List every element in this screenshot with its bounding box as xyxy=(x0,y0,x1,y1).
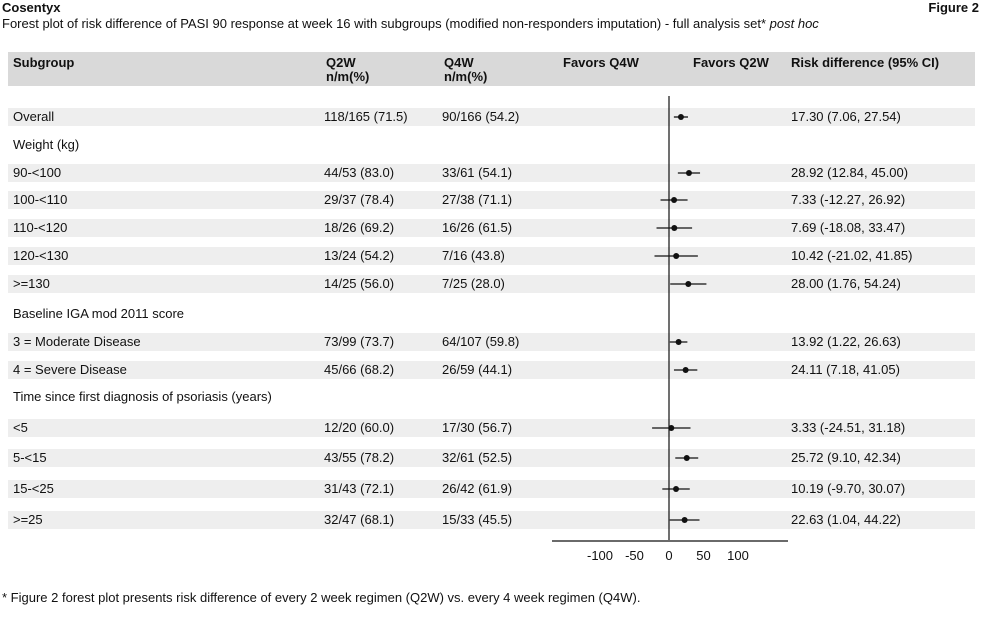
point-estimate xyxy=(673,486,680,492)
point-estimate xyxy=(673,253,680,259)
row-ci-text: 28.92 (12.84, 45.00) xyxy=(791,165,909,180)
row-ci-text: 28.00 (1.76, 54.24) xyxy=(791,276,901,291)
row-stripe xyxy=(8,247,975,265)
row-q4w-value: 64/107 (59.8) xyxy=(442,334,520,349)
row-label: >=130 xyxy=(13,276,50,291)
col-header-q4w: Q4W n/m(%) xyxy=(444,56,487,84)
row-label: 90-<100 xyxy=(13,165,62,180)
row-stripe xyxy=(8,219,975,237)
row-ci-text: 10.19 (-9.70, 30.07) xyxy=(791,481,906,496)
point-estimate xyxy=(685,170,692,176)
row-q4w-value: 27/38 (71.1) xyxy=(442,192,513,207)
point-estimate xyxy=(671,197,678,203)
row-label: >=25 xyxy=(13,512,43,527)
col-header-q4w-sub: n/m(%) xyxy=(444,69,488,84)
row-ci-text: 3.33 (-24.51, 31.18) xyxy=(791,420,906,435)
point-estimate xyxy=(685,281,692,287)
row-label: <5 xyxy=(13,420,28,435)
row-q2w-value: 43/55 (78.2) xyxy=(324,450,395,465)
footnote: * Figure 2 forest plot presents risk dif… xyxy=(2,590,641,605)
row-q2w-value: 12/20 (60.0) xyxy=(324,420,395,435)
row-label: 110-<120 xyxy=(13,220,68,235)
x-tick-label: -50 xyxy=(625,548,644,563)
x-tick-label: 100 xyxy=(727,548,749,563)
chart-title-suffix: post hoc xyxy=(769,16,819,31)
row-q2w-value: 118/165 (71.5) xyxy=(324,109,408,124)
row-label: Overall xyxy=(13,109,55,124)
row-stripe xyxy=(8,164,975,182)
row-stripe xyxy=(8,361,975,379)
row-q4w-value: 15/33 (45.5) xyxy=(442,512,513,527)
row-ci-text: 24.11 (7.18, 41.05) xyxy=(791,362,900,377)
point-estimate xyxy=(682,367,689,373)
chart-title: Forest plot of risk difference of PASI 9… xyxy=(2,16,819,31)
row-q4w-value: 7/16 (43.8) xyxy=(442,248,505,263)
row-q2w-value: 32/47 (68.1) xyxy=(324,512,395,527)
row-label: 3 = Moderate Disease xyxy=(13,334,141,349)
col-header-favors-q4w: Favors Q4W xyxy=(563,55,639,70)
col-header-favors-q2w: Favors Q2W xyxy=(693,55,769,70)
row-label: Baseline IGA mod 2011 score xyxy=(13,306,185,321)
row-stripe xyxy=(8,480,975,498)
row-label: 15-<25 xyxy=(13,481,54,496)
row-q2w-value: 31/43 (72.1) xyxy=(324,481,395,496)
row-q4w-value: 16/26 (61.5) xyxy=(442,220,513,235)
row-q2w-value: 29/37 (78.4) xyxy=(324,192,395,207)
row-ci-text: 22.63 (1.04, 44.22) xyxy=(791,512,901,527)
row-q4w-value: 26/42 (61.9) xyxy=(442,481,513,496)
row-q2w-value: 13/24 (54.2) xyxy=(324,248,395,263)
point-estimate xyxy=(683,455,690,461)
row-stripe xyxy=(8,191,975,209)
row-label: Weight (kg) xyxy=(13,137,80,152)
x-tick-label: 50 xyxy=(696,548,710,563)
row-q4w-value: 32/61 (52.5) xyxy=(442,450,513,465)
row-ci-text: 25.72 (9.10, 42.34) xyxy=(791,450,901,465)
row-stripe xyxy=(8,419,975,437)
row-label: 120-<130 xyxy=(13,248,69,263)
row-label: 100-<110 xyxy=(13,192,68,207)
column-header-bar xyxy=(8,52,975,86)
col-header-q2w: Q2W n/m(%) xyxy=(326,56,369,84)
row-stripe xyxy=(8,511,975,529)
row-q2w-value: 45/66 (68.2) xyxy=(324,362,395,377)
row-q2w-value: 44/53 (83.0) xyxy=(324,165,395,180)
point-estimate xyxy=(675,339,682,345)
row-stripe xyxy=(8,108,975,126)
row-ci-text: 10.42 (-21.02, 41.85) xyxy=(791,248,913,263)
row-q2w-value: 14/25 (56.0) xyxy=(324,276,395,291)
row-label: 5-<15 xyxy=(13,450,47,465)
row-q2w-value: 18/26 (69.2) xyxy=(324,220,395,235)
x-tick-label: -100 xyxy=(587,548,613,563)
point-estimate xyxy=(677,114,684,120)
row-label: 4 = Severe Disease xyxy=(13,362,127,377)
row-ci-text: 7.69 (-18.08, 33.47) xyxy=(791,220,906,235)
col-header-q4w-label: Q4W xyxy=(444,55,474,70)
chart-title-text: Forest plot of risk difference of PASI 9… xyxy=(2,16,767,31)
row-q4w-value: 90/166 (54.2) xyxy=(442,109,520,124)
row-ci-text: 13.92 (1.22, 26.63) xyxy=(791,334,901,349)
row-stripe xyxy=(8,449,975,467)
point-estimate xyxy=(681,517,688,523)
row-label: Time since first diagnosis of psoriasis … xyxy=(13,389,272,404)
row-q2w-value: 73/99 (73.7) xyxy=(324,334,395,349)
brand-name: Cosentyx xyxy=(2,0,61,15)
point-estimate xyxy=(668,425,675,431)
row-q4w-value: 26/59 (44.1) xyxy=(442,362,513,377)
row-q4w-value: 33/61 (54.1) xyxy=(442,165,513,180)
figure-label: Figure 2 xyxy=(928,0,979,15)
col-header-q2w-sub: n/m(%) xyxy=(326,69,370,84)
col-header-subgroup: Subgroup xyxy=(13,55,75,70)
row-ci-text: 7.33 (-12.27, 26.92) xyxy=(791,192,906,207)
col-header-risk-difference: Risk difference (95% CI) xyxy=(791,55,940,70)
row-q4w-value: 17/30 (56.7) xyxy=(442,420,513,435)
row-stripe xyxy=(8,333,975,351)
point-estimate xyxy=(671,225,678,231)
row-ci-text: 17.30 (7.06, 27.54) xyxy=(791,109,901,124)
col-header-q2w-label: Q2W xyxy=(326,55,356,70)
x-tick-label: 0 xyxy=(665,548,672,563)
row-stripe xyxy=(8,275,975,293)
row-q4w-value: 7/25 (28.0) xyxy=(442,276,505,291)
